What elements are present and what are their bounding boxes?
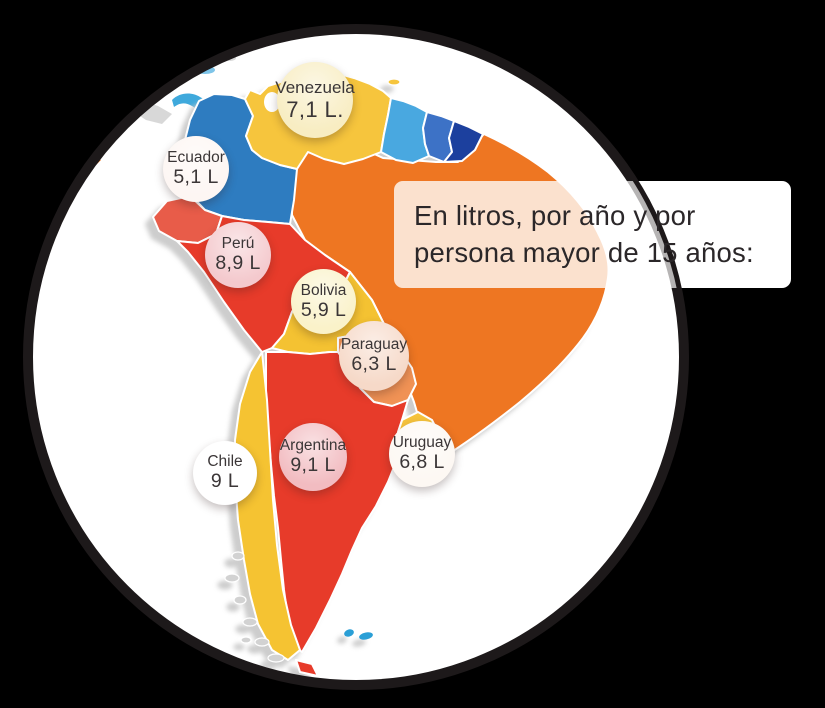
info-line-1: En litros, por año y por (414, 200, 696, 231)
badge-value-label: 6,3 L (351, 353, 397, 376)
badge-country-label: Uruguay (392, 434, 452, 452)
globe-circle-border (23, 24, 689, 690)
country-chile (234, 351, 301, 661)
badge-value-label: 8,9 L (215, 252, 261, 275)
badge-paraguay: Paraguay 6,3 L (339, 321, 409, 391)
badge-peru: Perú 8,9 L (205, 222, 271, 288)
info-box-inner (394, 181, 684, 288)
badge-chile: Chile 9 L (193, 441, 257, 505)
info-line-2: persona mayor de 15 años: (414, 237, 754, 268)
badge-value-label: 5,9 L (300, 298, 347, 321)
country-french-guiana (443, 120, 484, 163)
fjord-island (267, 653, 285, 663)
tierra-del-fuego (295, 659, 319, 677)
badge-country-label: Bolivia (300, 281, 347, 299)
fjord-island (233, 595, 247, 605)
badge-ecuador: Ecuador 5,1 L (163, 136, 229, 202)
info-box-text: En litros, por año y por persona mayor d… (414, 197, 784, 271)
falkland-islands (344, 629, 373, 640)
badge-uruguay: Uruguay 6,8 L (389, 421, 455, 487)
fjord-island (231, 551, 245, 561)
badge-value-label: 6,8 L (399, 451, 445, 474)
badge-value-label: 7,1 L. (286, 96, 344, 122)
fjord-island (224, 573, 240, 583)
badge-argentina: Argentina 9,1 L (279, 423, 347, 491)
badge-value-label: 5,1 L (173, 166, 219, 189)
badge-country-label: Chile (207, 453, 243, 471)
badge-value-label: 9,1 L (290, 454, 336, 477)
info-box (394, 181, 791, 288)
badge-venezuela: Venezuela 7,1 L. (275, 62, 355, 138)
badge-country-label: Ecuador (167, 149, 225, 167)
badge-value-label: 9 L (210, 470, 240, 493)
patagonian-islands (224, 551, 285, 663)
lake-maracaibo (264, 92, 280, 112)
fjord-island (242, 617, 258, 627)
badge-country-label: Argentina (279, 437, 347, 455)
badge-country-label: Venezuela (275, 77, 355, 97)
badge-country-label: Paraguay (340, 336, 408, 354)
fjord-island (254, 637, 270, 647)
island-trinidad (387, 78, 401, 86)
fjord-island (240, 636, 252, 644)
falkland-west (344, 629, 354, 637)
falkland-east (359, 632, 373, 640)
badge-bolivia: Bolivia 5,9 L (291, 269, 356, 334)
badge-country-label: Perú (221, 235, 255, 253)
